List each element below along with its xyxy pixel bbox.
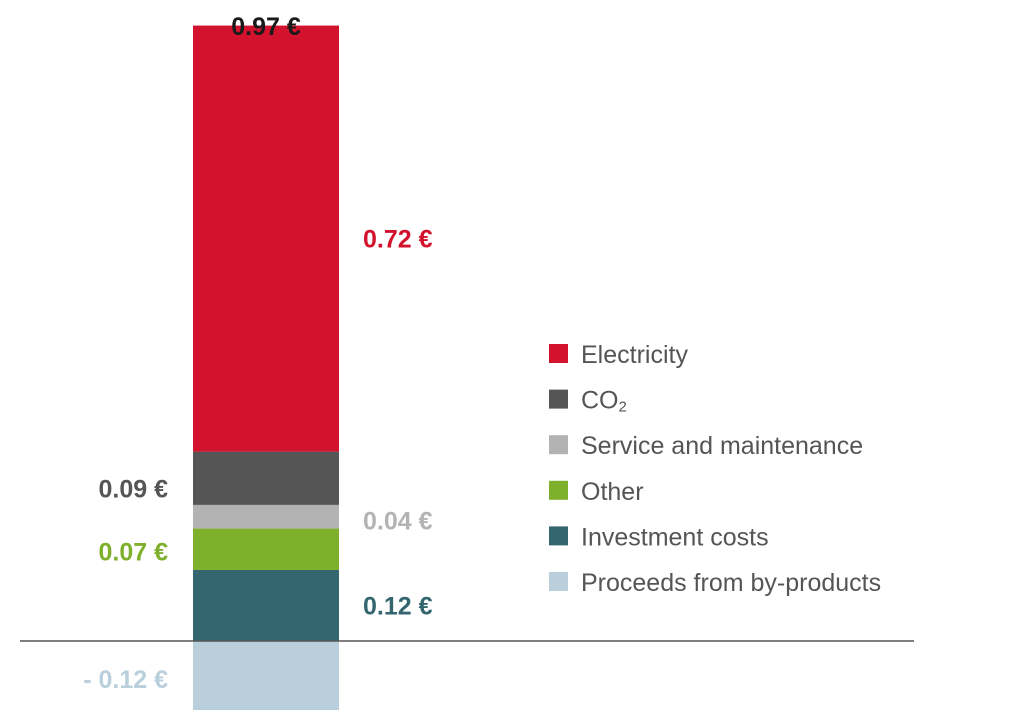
bar-segment-investment-costs: [193, 569, 339, 641]
legend-label: Other: [581, 478, 644, 506]
legend-label: Investment costs: [581, 523, 769, 551]
value-label-electricity: 0.72 €: [363, 226, 433, 254]
legend-swatch: [549, 435, 568, 455]
legend-swatch: [549, 344, 568, 363]
bar-segment-proceeds-from-by-products: [193, 641, 339, 710]
legend-swatch: [549, 572, 568, 591]
legend-label: Proceeds from by-products: [581, 569, 881, 597]
bar-segment-service-and-maintenance: [193, 504, 339, 529]
value-label-other: 0.07 €: [98, 538, 168, 566]
legend-item-other: Other: [549, 478, 644, 506]
value-labels: 0.12 € 0.07 € 0.04 € 0.09 € 0.72 € - 0.12 €: [83, 226, 432, 694]
value-label-investment-costs: 0.12 €: [363, 592, 433, 620]
value-label-co2: 0.09 €: [98, 475, 168, 503]
legend-item-proceeds-from-by-products: Proceeds from by-products: [549, 569, 881, 597]
legend-item-electricity: Electricity: [549, 341, 688, 369]
legend-item-service-and-maintenance: Service and maintenance: [549, 432, 863, 460]
bar-segment-co2: [193, 451, 339, 505]
legend-label: CO2: [581, 387, 627, 416]
legend-label: Electricity: [581, 341, 688, 369]
bar-segment-other: [193, 528, 339, 570]
value-label-service-and-maintenance: 0.04 €: [363, 508, 433, 536]
legend-label: Service and maintenance: [581, 432, 863, 460]
bar-segment-electricity: [193, 25, 339, 452]
legend-swatch: [549, 526, 568, 546]
legend-swatch: [549, 480, 568, 500]
legend-item-co2: CO2: [549, 387, 627, 416]
value-label-proceeds-from-by-products: - 0.12 €: [83, 666, 168, 694]
legend-swatch: [549, 389, 568, 409]
bar-segments: [193, 25, 339, 710]
total-value-label: 0.97 €: [231, 13, 301, 41]
legend: Electricity CO2 Service and maintenance Oth…: [549, 341, 881, 597]
legend-item-investment-costs: Investment costs: [549, 523, 769, 551]
